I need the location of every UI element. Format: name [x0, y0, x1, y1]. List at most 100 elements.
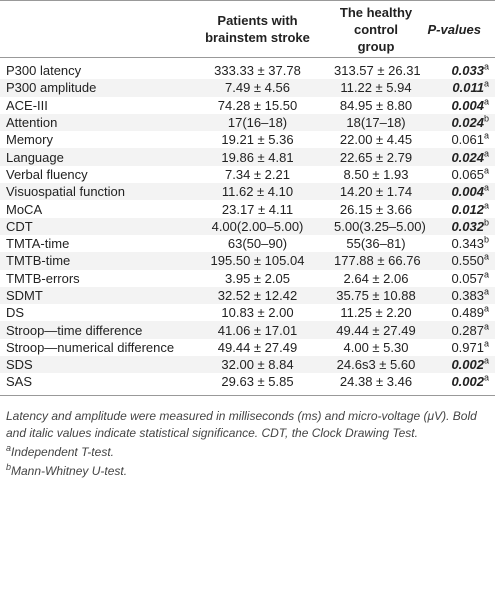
row-label: Stroop—time difference [0, 321, 185, 339]
footnote: aIndependent T-test. [6, 443, 489, 461]
header-cell: The healthy control group [330, 0, 422, 58]
table-header: Patients with brainstem stroke The healt… [0, 0, 495, 58]
header-row: Patients with brainstem stroke The healt… [0, 0, 495, 58]
p-value-cell: 0.033a [422, 58, 495, 80]
table-row: MoCA 23.17 ± 4.11 26.15 ± 3.66 0.012a [0, 200, 495, 217]
test-marker: a [483, 355, 489, 366]
patients-cell: 17(16–18) [185, 113, 330, 132]
p-value-cell: 0.024a [422, 148, 495, 166]
p-value: 0.061 [451, 132, 484, 148]
p-value-cell: 0.550a [422, 252, 495, 270]
p-value: 0.011 [452, 80, 484, 96]
control-cell: 4.00 ± 5.30 [343, 339, 409, 355]
p-value-cell: 0.002a [422, 373, 495, 396]
control-cell: 26.15 ± 3.66 [339, 201, 413, 217]
control-cell: 177.88 ± 66.76 [330, 252, 422, 270]
p-value-cell: 0.489a [422, 304, 495, 321]
patients-cell: 195.50 ± 105.04 [185, 252, 330, 270]
test-marker: a [483, 321, 489, 332]
p-value-cell: 0.971a [422, 339, 495, 356]
table-row: CDT 4.00(2.00–5.00) 5.00(3.25–5.00) 0.032b [0, 217, 495, 235]
test-marker: b [483, 113, 489, 124]
test-marker: a [483, 373, 489, 384]
table-row: SAS 29.63 ± 5.85 24.38 ± 3.46 0.002a [0, 373, 495, 396]
p-value-cell: 0.024b [422, 113, 495, 132]
table-row: TMTB-time 195.50 ± 105.04 177.88 ± 66.76 0.… [0, 252, 495, 270]
p-value-cell: 0.032b [422, 217, 495, 235]
table-row: SDS 32.00 ± 8.84 24.6s3 ± 5.60 0.002a [0, 355, 495, 374]
row-label: SAS [0, 373, 185, 396]
test-marker: b [483, 217, 489, 228]
p-value: 0.024 [451, 149, 484, 165]
p-value: 0.343 [451, 236, 484, 252]
control-cell: 11.22 ± 5.94 [330, 79, 422, 97]
test-marker: a [483, 61, 489, 72]
p-value: 0.550 [451, 253, 484, 269]
test-marker: a [483, 148, 489, 159]
test-marker: a [483, 96, 489, 107]
row-label: ACE-III [6, 97, 48, 113]
p-value: 0.033 [451, 63, 484, 79]
patients-cell: 3.95 ± 2.05 [225, 270, 290, 286]
patients-cell: 7.34 ± 2.21 [225, 166, 290, 182]
footnote-marker: b [6, 461, 12, 472]
row-label: TMTB-errors [6, 270, 80, 286]
footnotes: Latency and amplitude were measured in m… [0, 396, 495, 480]
header-cell [0, 0, 185, 58]
test-marker: a [483, 303, 489, 314]
row-label: CDT [0, 217, 185, 235]
p-value-cell: 0.383a [422, 286, 495, 305]
control-cell: 35.75 ± 10.88 [330, 286, 422, 305]
p-value-cell: 0.002a [422, 355, 495, 374]
test-marker: a [483, 200, 489, 211]
test-marker: a [483, 131, 489, 141]
p-value-cell: 0.287a [422, 321, 495, 339]
patients-cell: 10.83 ± 2.00 [221, 305, 294, 321]
table-row: DS 10.83 ± 2.00 11.25 ± 2.20 0.489a [0, 304, 495, 321]
patients-cell: 41.06 ± 17.01 [185, 321, 330, 339]
control-cell: 8.50 ± 1.93 [343, 166, 409, 182]
test-marker: a [483, 269, 489, 280]
test-marker: a [483, 79, 489, 90]
control-cell: 18(17–18) [330, 113, 422, 132]
table-row: P300 latency 333.33 ± 37.78 313.57 ± 26.31… [0, 58, 495, 80]
row-label: TMTA-time [6, 236, 70, 252]
table-row: Memory 19.21 ± 5.36 22.00 ± 4.45 0.061a [0, 131, 495, 148]
row-label: Visuospatial function [0, 183, 185, 201]
p-value: 0.489 [451, 305, 484, 321]
test-marker: a [483, 182, 489, 193]
p-value: 0.002 [451, 357, 484, 373]
table-row: ACE-III 74.28 ± 15.50 84.95 ± 8.80 0.004a [0, 97, 495, 114]
table-body: P300 latency 333.33 ± 37.78 313.57 ± 26.31… [0, 58, 495, 396]
table-row: Stroop—numerical difference 49.44 ± 27.49… [0, 339, 495, 356]
table-row: Visuospatial function 11.62 ± 4.10 14.20 ±… [0, 182, 495, 201]
p-value: 0.032 [451, 218, 484, 234]
control-cell: 24.6s3 ± 5.60 [330, 356, 422, 374]
test-marker: a [483, 286, 489, 297]
control-cell: 84.95 ± 8.80 [339, 97, 413, 113]
footnote-text: Mann-Whitney U-test. [11, 463, 128, 478]
p-value: 0.065 [451, 166, 484, 182]
header-cell: Patients with brainstem stroke [185, 0, 330, 58]
control-cell: 313.57 ± 26.31 [334, 63, 421, 79]
control-cell: 24.38 ± 3.46 [330, 373, 422, 396]
row-label: Language [0, 148, 185, 166]
p-value-cell: 0.057a [422, 270, 495, 287]
p-value: 0.024 [451, 115, 484, 131]
p-value-cell: 0.012a [422, 200, 495, 217]
control-cell: 22.65 ± 2.79 [330, 148, 422, 166]
patients-cell: 32.00 ± 8.84 [185, 356, 330, 374]
patients-cell: 74.28 ± 15.50 [217, 97, 298, 113]
row-label: P300 latency [6, 63, 82, 79]
patients-cell: 333.33 ± 37.78 [214, 63, 301, 79]
patients-cell: 23.17 ± 4.11 [221, 201, 294, 217]
footnote-text: Independent T-test. [11, 444, 114, 459]
p-value: 0.287 [451, 322, 484, 338]
control-cell: 2.64 ± 2.06 [343, 270, 409, 286]
footnote: bMann-Whitney U-test. [6, 461, 489, 480]
patients-cell: 19.86 ± 4.81 [185, 148, 330, 166]
row-label: SDMT [0, 286, 185, 305]
p-value-cell: 0.343b [422, 235, 495, 252]
data-table: Patients with brainstem stroke The healt… [0, 0, 495, 396]
